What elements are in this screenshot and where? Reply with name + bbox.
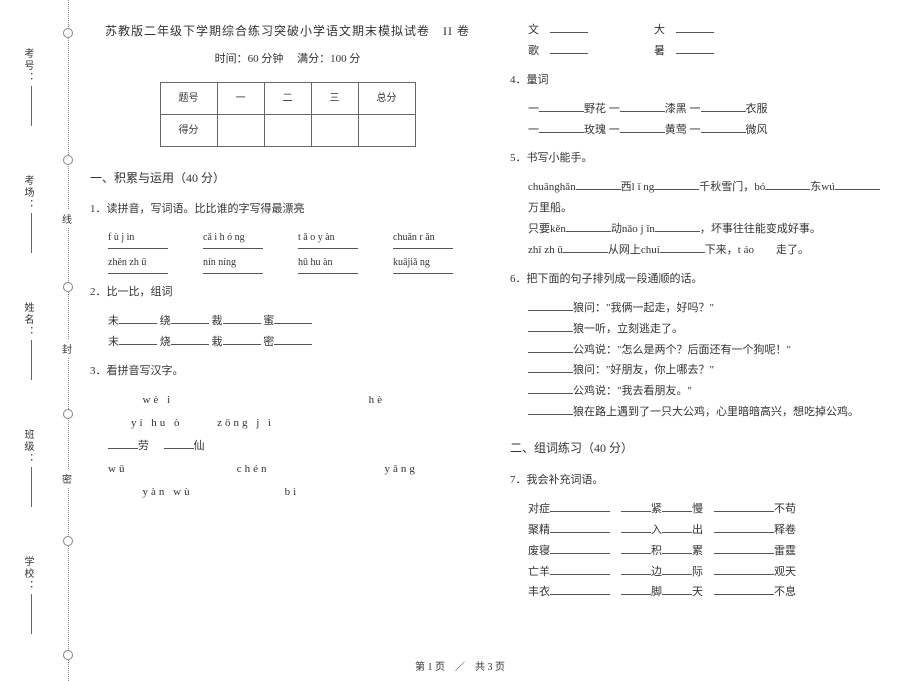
- q7-row: 废寝 积累 雷霆: [528, 541, 905, 562]
- q7-rows: 对症 紧慢 不苟聚精 入出 释卷废寝 积累 雷霆亡羊 边际 观天丰衣 脚天 不息: [528, 499, 905, 603]
- q2-line1: 未 绕 裁 蜜: [108, 311, 485, 332]
- q4: 4．量词: [510, 70, 905, 91]
- right-column: 文 大 歌 暑 4．量词 一野花 一漆黑 一衣服 一玫瑰 一黄莺 一微风 5．书…: [510, 20, 905, 671]
- th-num: 题号: [160, 82, 217, 114]
- q6-line: 狼问："我俩一起走，好吗？": [528, 298, 905, 319]
- q6-line: 狼问："好朋友，你上哪去？": [528, 360, 905, 381]
- th-1: 一: [217, 82, 264, 114]
- th-3: 三: [311, 82, 358, 114]
- q6-line: 狼在路上遇到了一只大公鸡，心里暗暗高兴，想吃掉公鸡。: [528, 402, 905, 423]
- q5-line: 只要kěn动nǎo j īn，坏事往往能变成好事。: [528, 219, 905, 240]
- binding-circle: [63, 409, 73, 419]
- seal-xian: 线: [62, 210, 72, 227]
- q3-row: yí hu ò zōng j ì: [108, 413, 485, 434]
- binding-circle: [63, 155, 73, 165]
- vlabel-kaochang: 考场：: [20, 175, 35, 255]
- vlabel-xingming: 姓名：: [20, 302, 35, 382]
- seal-mi: 密: [62, 470, 72, 487]
- q6-lines: 狼问："我俩一起走，好吗？"狼一听，立刻逃走了。公鸡说："怎么是两个？后面还有一…: [510, 298, 905, 423]
- q6-line: 公鸡说："怎么是两个？后面还有一个狗呢！": [528, 340, 905, 361]
- q7-row: 丰衣 脚天 不息: [528, 582, 905, 603]
- score-table: 题号 一 二 三 总分 得分: [160, 82, 416, 147]
- q4-line1: 一野花 一漆黑 一衣服: [528, 99, 905, 120]
- q3b-row: 文 大: [528, 20, 905, 41]
- th-2: 二: [264, 82, 311, 114]
- q7-row: 亡羊 边际 观天: [528, 562, 905, 583]
- binding-circle: [63, 282, 73, 292]
- q5-line: zhī zh ū从网上chuí下来，t áo 走了。: [528, 240, 905, 261]
- q5-line: 万里船。: [528, 198, 905, 219]
- q4-line2: 一玫瑰 一黄莺 一微风: [528, 120, 905, 141]
- q5-line: chuānghǎn西l ǐ ng千秋雪门，bó东wú: [528, 177, 905, 198]
- table-row: 得分: [160, 114, 415, 146]
- section2-heading: 二、组词练习（40 分）: [510, 437, 905, 460]
- vlabel-banji: 班级：: [20, 429, 35, 509]
- q7-row: 对症 紧慢 不苟: [528, 499, 905, 520]
- binding-circle: [63, 28, 73, 38]
- td-blank: [311, 114, 358, 146]
- q6-line: 狼一听，立刻逃走了。: [528, 319, 905, 340]
- vlabel-xuexiao: 学校：: [20, 556, 35, 636]
- exam-subtitle: 时间：60 分钟 满分：100 分: [90, 49, 485, 70]
- pinyin-row: f ù j ìncǎ i h ó ngt ǎ o y ànchuān r ǎn: [108, 228, 485, 249]
- section1-heading: 一、积累与运用（40 分）: [90, 167, 485, 190]
- binding-strip: 线 封 密 考号： 考场： 姓名： 班级： 学校：: [0, 0, 80, 681]
- vlabel-kaohao: 考号：: [20, 48, 35, 128]
- q2-line2: 末 烧 栽 密: [108, 332, 485, 353]
- page-footer: 第 1 页 ／ 共 3 页: [0, 658, 920, 673]
- seal-feng: 封: [62, 340, 72, 357]
- exam-title: 苏教版二年级下学期综合练习突破小学语文期末模拟试卷 II 卷: [90, 20, 485, 43]
- q3b-row: 歌 暑: [528, 41, 905, 62]
- pinyin-row: zhēn zh ūnín nínghū hu ànkuājiǎ ng: [108, 253, 485, 274]
- q6: 6．把下面的句子排列成一段通顺的话。: [510, 269, 905, 290]
- th-total: 总分: [358, 82, 415, 114]
- td-blank: [264, 114, 311, 146]
- q3-row: yàn wù bì: [108, 482, 485, 503]
- q5: 5．书写小能手。: [510, 148, 905, 169]
- q3-row: 劳 仙: [108, 436, 485, 457]
- table-row: 题号 一 二 三 总分: [160, 82, 415, 114]
- page-content: 苏教版二年级下学期综合练习突破小学语文期末模拟试卷 II 卷 时间：60 分钟 …: [80, 0, 920, 681]
- left-column: 苏教版二年级下学期综合练习突破小学语文期末模拟试卷 II 卷 时间：60 分钟 …: [90, 20, 485, 671]
- q3: 3．看拼音写汉字。: [90, 361, 485, 382]
- q1: 1．读拼音，写词语。比比谁的字写得最漂亮: [90, 199, 485, 220]
- td-blank: [217, 114, 264, 146]
- td-score-label: 得分: [160, 114, 217, 146]
- q7-row: 聚精 入出 释卷: [528, 520, 905, 541]
- q7: 7．我会补充词语。: [510, 470, 905, 491]
- binding-circle: [63, 536, 73, 546]
- q3-row: wè i hè: [108, 390, 485, 411]
- td-blank: [358, 114, 415, 146]
- q6-line: 公鸡说："我去看朋友。": [528, 381, 905, 402]
- q2: 2．比一比，组词: [90, 282, 485, 303]
- q3-row: wū chén yāng: [108, 459, 485, 480]
